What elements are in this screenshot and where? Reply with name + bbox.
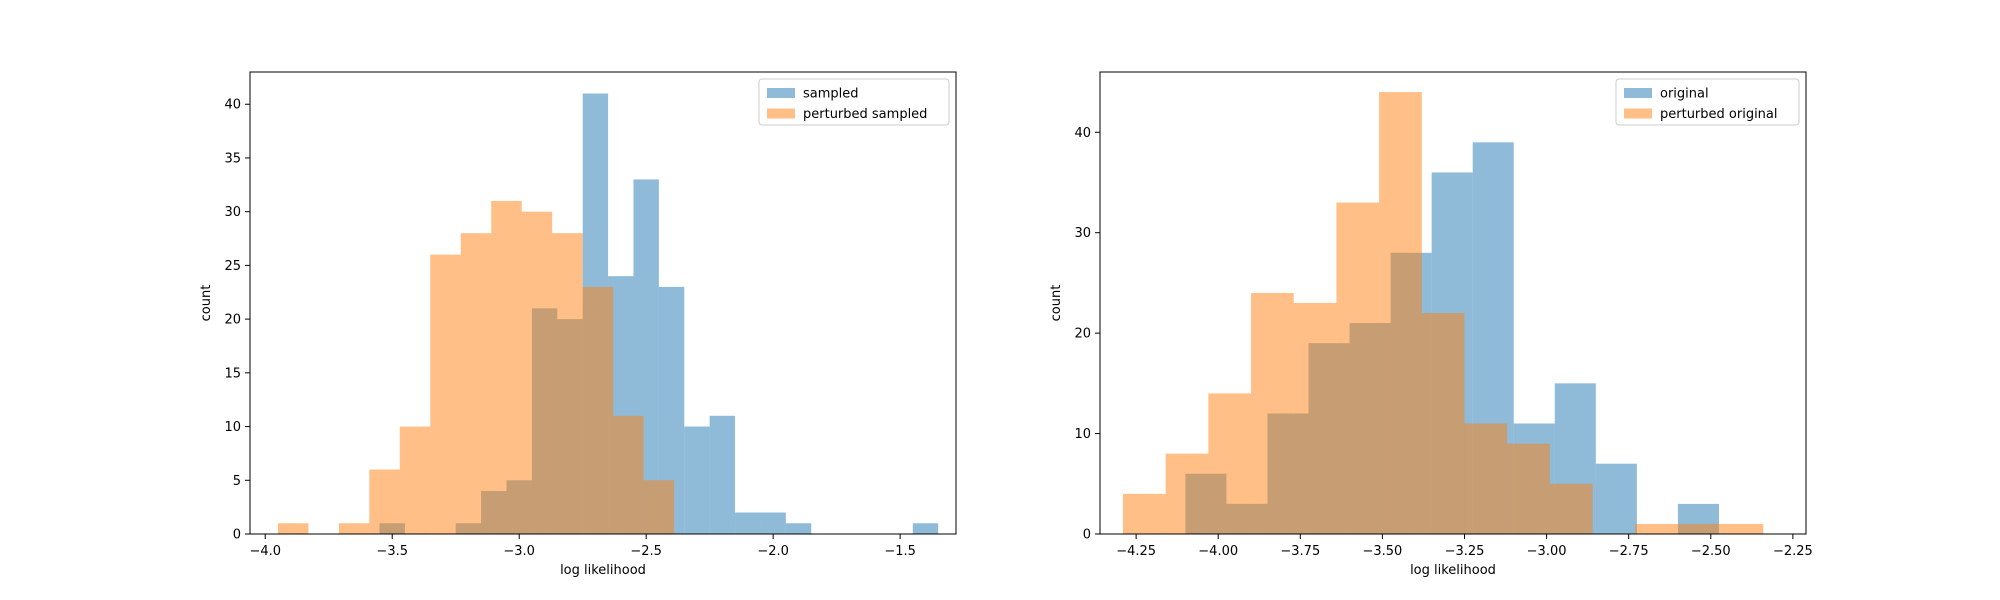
y-tick-label: 15 — [224, 366, 241, 381]
histogram-bar — [1208, 393, 1252, 534]
histogram-bar — [1421, 313, 1465, 534]
histogram-bar — [460, 233, 492, 535]
legend-label: perturbed sampled — [803, 107, 927, 122]
histogram-bar — [369, 469, 400, 534]
legend: sampled perturbed sampled — [758, 78, 950, 126]
histogram-bar — [760, 512, 786, 534]
histogram-bar — [552, 233, 583, 535]
x-tick-label: −2.25 — [1773, 544, 1813, 559]
histogram-bar — [709, 415, 736, 534]
x-tick-label: −2.0 — [757, 544, 789, 559]
series-1 — [1122, 92, 1764, 534]
series-1 — [277, 200, 675, 535]
legend: original perturbed original — [1615, 78, 1800, 126]
histogram-bar — [1464, 423, 1508, 534]
legend-box — [758, 78, 950, 126]
histogram-bar — [1677, 523, 1721, 534]
legend-swatch — [1624, 88, 1652, 98]
histogram-bar — [1635, 523, 1678, 534]
histogram-bar — [613, 415, 644, 534]
histogram-bar — [399, 426, 431, 534]
y-tick-label: 0 — [1083, 528, 1091, 543]
x-tick-label: −3.50 — [1362, 544, 1402, 559]
histogram-bar — [1507, 443, 1550, 534]
histogram-bar — [684, 426, 710, 534]
legend-swatch — [767, 108, 795, 119]
x-tick-label: −3.0 — [503, 544, 535, 559]
histogram-bar — [912, 523, 939, 534]
legend-box — [1615, 78, 1800, 126]
y-tick-label: 25 — [224, 259, 241, 274]
histogram-bar — [277, 523, 309, 534]
histogram-bar — [1720, 523, 1764, 534]
histogram-bar — [1379, 92, 1422, 534]
y-tick-label: 20 — [1074, 327, 1091, 342]
plot-frame — [1099, 71, 1807, 535]
x-axis-label: log likelihood — [560, 563, 646, 578]
histogram-bar — [1549, 483, 1593, 534]
histogram-bar — [430, 254, 461, 534]
x-tick-label: −3.75 — [1280, 544, 1320, 559]
legend-label: sampled — [803, 87, 859, 102]
x-tick-label: −2.50 — [1691, 544, 1731, 559]
y-tick-label: 30 — [224, 205, 241, 220]
x-tick-label: −4.00 — [1198, 544, 1238, 559]
y-axis-label: count — [199, 285, 214, 322]
histogram-bar — [1165, 453, 1209, 534]
y-tick-label: 20 — [224, 313, 241, 328]
histogram-bar — [521, 211, 553, 534]
x-axis-label: log likelihood — [1410, 563, 1496, 578]
histogram-bar — [735, 512, 761, 534]
y-tick-label: 0 — [233, 528, 241, 543]
x-tick-label: −4.0 — [249, 544, 281, 559]
legend-swatch — [1624, 108, 1652, 119]
x-tick-label: −2.75 — [1609, 544, 1649, 559]
histogram-bar — [1595, 463, 1637, 534]
x-tick-label: −1.5 — [884, 544, 916, 559]
legend-label: perturbed original — [1660, 107, 1778, 122]
y-tick-label: 40 — [1074, 126, 1091, 141]
histogram-bar — [1336, 202, 1380, 534]
x-tick-label: −3.00 — [1527, 544, 1567, 559]
left-histogram-panel: −4.0 −3.5 −3.0 −2.5 −2.0 −1.5 0 5 10 15 20 25 30 35 40… — [199, 71, 957, 578]
y-tick-label: 30 — [1074, 226, 1091, 241]
legend-label: original — [1660, 87, 1709, 102]
x-tick-label: −2.5 — [630, 544, 662, 559]
histogram-bar — [643, 480, 675, 534]
x-tick-label: −4.25 — [1116, 544, 1156, 559]
y-tick-label: 5 — [233, 474, 241, 489]
histogram-bar — [1122, 493, 1166, 534]
y-tick-label: 10 — [224, 420, 241, 435]
legend-swatch — [767, 88, 795, 98]
histogram-bar — [1251, 292, 1294, 534]
histogram-bar — [785, 523, 812, 534]
histogram-bar — [1293, 303, 1337, 534]
histogram-bar — [491, 200, 522, 534]
x-tick-label: −3.25 — [1445, 544, 1485, 559]
histogram-bar — [582, 286, 614, 534]
x-tick-label: −3.5 — [376, 544, 408, 559]
right-histogram-panel: −4.25 −4.00 −3.75 −3.50 −3.25 −3.00 −2.75 −2.50… — [1049, 71, 1813, 578]
y-axis-label: count — [1049, 285, 1064, 322]
y-tick-label: 10 — [1074, 427, 1091, 442]
y-tick-label: 35 — [224, 151, 241, 166]
plot-frame — [249, 71, 957, 535]
y-tick-label: 40 — [224, 98, 241, 113]
histogram-bar — [338, 523, 370, 534]
